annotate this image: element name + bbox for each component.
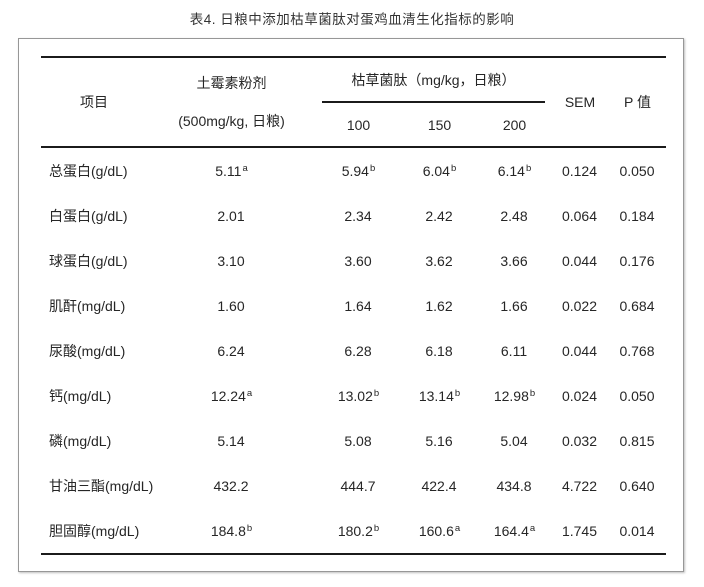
pvalue-cell: 0.050	[619, 387, 655, 404]
dose-150-value-cell: 3.62	[425, 252, 453, 269]
dose-200-value-cell: 5.04	[500, 432, 528, 449]
dose-150-value-cell: 6.04b	[422, 162, 457, 179]
control-value-cell: 184.8b	[210, 522, 253, 539]
dose-100-value-cell: 5.08	[344, 432, 372, 449]
sem-value-cell: 1.745	[561, 522, 598, 539]
dose-150-value-cell: 5.16	[425, 432, 453, 449]
pvalue-cell: 0.815	[619, 432, 655, 449]
table-row: 磷(mg/dL) 5.14 5.08 5.16 5.04 0.032 0.815	[41, 418, 666, 463]
header-item-column: 项目	[80, 94, 108, 110]
header-treatment-doses: 100 150 200	[316, 103, 551, 146]
pvalue-cell: 0.014	[619, 522, 655, 539]
table-row: 白蛋白(g/dL) 2.01 2.34 2.42 2.48 0.064 0.18…	[41, 193, 666, 238]
sem-value-cell: 4.722	[561, 477, 598, 494]
sem-value-cell: 0.124	[561, 162, 598, 179]
dose-100-value-cell: 6.28	[344, 342, 372, 359]
table-title: 表4. 日粮中添加枯草菌肽对蛋鸡血清生化指标的影响	[189, 12, 515, 27]
data-table: 项目 土霉素粉剂 (500mg/kg, 日粮) 枯草菌肽（mg/kg，日粮） 1…	[41, 56, 666, 555]
dose-column-header-100: 100	[346, 116, 371, 133]
dose-200-value-cell: 2.48	[500, 207, 528, 224]
dose-150-value-cell: 1.62	[425, 297, 453, 314]
dose-150-value-cell: 13.14b	[418, 387, 461, 404]
pvalue-cell: 0.184	[619, 207, 655, 224]
header-control-column: 土霉素粉剂 (500mg/kg, 日粮)	[147, 58, 316, 146]
table-row: 尿酸(mg/dL) 6.24 6.28 6.18 6.11 0.044 0.76…	[41, 328, 666, 373]
table-panel: 项目 土霉素粉剂 (500mg/kg, 日粮) 枯草菌肽（mg/kg，日粮） 1…	[18, 38, 684, 572]
row-item-label: 肌酐(mg/dL)	[49, 297, 126, 314]
table-row: 球蛋白(g/dL) 3.10 3.60 3.62 3.66 0.044 0.17…	[41, 238, 666, 283]
dose-200-value-cell: 12.98b	[493, 387, 536, 404]
dose-200-value-cell: 164.4a	[493, 522, 536, 539]
row-item-label: 甘油三酯(mg/dL)	[49, 477, 154, 494]
dose-100-value-cell: 13.02b	[337, 387, 380, 404]
row-item-label: 总蛋白(g/dL)	[49, 162, 128, 179]
dose-100-value-cell: 2.34	[344, 207, 372, 224]
table-row: 甘油三酯(mg/dL) 432.2 444.7 422.4 434.8 4.72…	[41, 463, 666, 508]
sem-value-cell: 0.022	[561, 297, 598, 314]
dose-100-value-cell: 1.64	[344, 297, 372, 314]
header-treatment-name: 枯草菌肽（mg/kg，日粮）	[351, 71, 516, 88]
pvalue-cell: 0.684	[619, 297, 655, 314]
row-item-label: 磷(mg/dL)	[49, 432, 112, 449]
sem-value-cell: 0.044	[561, 252, 598, 269]
control-value-cell: 5.14	[217, 432, 245, 449]
table-row: 肌酐(mg/dL) 1.60 1.64 1.62 1.66 0.022 0.68…	[41, 283, 666, 328]
header-control-name: 土霉素粉剂	[196, 75, 267, 91]
table-row: 总蛋白(g/dL) 5.11a 5.94b 6.04b 6.14b 0.124 …	[41, 148, 666, 193]
pvalue-cell: 0.050	[619, 162, 655, 179]
row-item-label: 尿酸(mg/dL)	[49, 342, 126, 359]
dose-150-value-cell: 2.42	[425, 207, 453, 224]
pvalue-cell: 0.640	[619, 477, 655, 494]
row-item-label: 钙(mg/dL)	[49, 387, 112, 404]
sem-value-cell: 0.044	[561, 342, 598, 359]
sem-value-cell: 0.032	[561, 432, 598, 449]
dose-150-value-cell: 422.4	[421, 477, 457, 494]
dose-150-value-cell: 6.18	[425, 342, 453, 359]
sem-value-cell: 0.024	[561, 387, 598, 404]
dose-100-value-cell: 444.7	[340, 477, 376, 494]
dose-200-value-cell: 6.11	[500, 342, 528, 359]
pvalue-cell: 0.176	[619, 252, 655, 269]
header-control-dose: (500mg/kg, 日粮)	[178, 113, 285, 129]
treatment-group-divider	[322, 101, 545, 103]
sem-value-cell: 0.064	[561, 207, 598, 224]
row-item-label: 球蛋白(g/dL)	[49, 252, 128, 269]
table-body: 总蛋白(g/dL) 5.11a 5.94b 6.04b 6.14b 0.124 …	[41, 148, 666, 555]
table-row: 钙(mg/dL) 12.24a 13.02b 13.14b 12.98b 0.0…	[41, 373, 666, 418]
dose-100-value-cell: 5.94b	[341, 162, 376, 179]
dose-200-value-cell: 3.66	[500, 252, 528, 269]
table-header: 项目 土霉素粉剂 (500mg/kg, 日粮) 枯草菌肽（mg/kg，日粮） 1…	[41, 56, 666, 148]
dose-200-value-cell: 434.8	[496, 477, 532, 494]
header-pvalue-column: P 值	[624, 94, 651, 110]
pvalue-cell: 0.768	[619, 342, 655, 359]
table-row: 胆固醇(mg/dL) 184.8b 180.2b 160.6a 164.4a 1…	[41, 508, 666, 553]
control-value-cell: 5.11a	[215, 162, 248, 179]
dose-100-value-cell: 180.2b	[337, 522, 380, 539]
control-value-cell: 12.24a	[210, 387, 253, 404]
control-value-cell: 2.01	[217, 207, 245, 224]
dose-column-header-150: 150	[427, 116, 452, 133]
dose-column-header-200: 200	[502, 116, 527, 133]
control-value-cell: 1.60	[217, 297, 245, 314]
dose-100-value-cell: 3.60	[344, 252, 372, 269]
header-sem-column: SEM	[564, 94, 596, 110]
dose-200-value-cell: 1.66	[500, 297, 528, 314]
header-treatment-group: 枯草菌肽（mg/kg，日粮） 100 150 200	[316, 58, 551, 146]
control-value-cell: 432.2	[213, 477, 249, 494]
row-item-label: 白蛋白(g/dL)	[49, 207, 128, 224]
dose-150-value-cell: 160.6a	[418, 522, 461, 539]
control-value-cell: 3.10	[217, 252, 245, 269]
dose-200-value-cell: 6.14b	[497, 162, 532, 179]
control-value-cell: 6.24	[217, 342, 245, 359]
row-item-label: 胆固醇(mg/dL)	[49, 522, 140, 539]
